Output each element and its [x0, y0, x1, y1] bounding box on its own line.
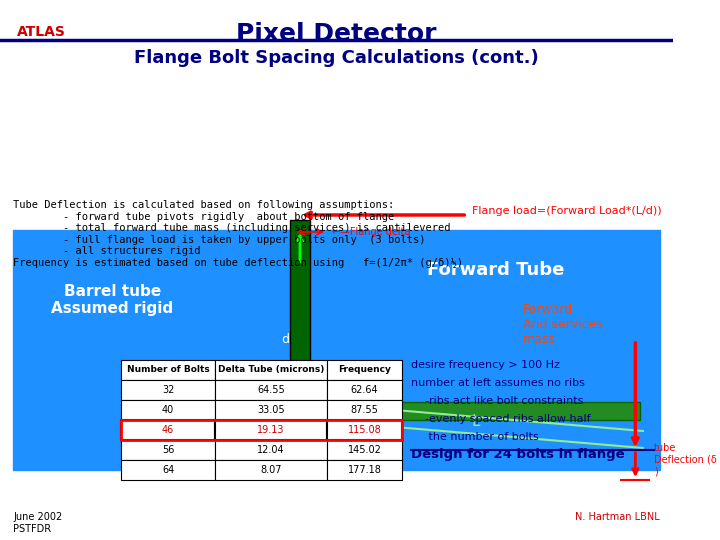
- Text: June 2002
PSTFDR: June 2002 PSTFDR: [13, 512, 63, 534]
- Text: number at left assumes no ribs: number at left assumes no ribs: [411, 378, 585, 388]
- Bar: [327, 380, 402, 400]
- Text: 115.08: 115.08: [348, 425, 382, 435]
- Bar: [122, 380, 215, 400]
- Text: Delta Tube (microns): Delta Tube (microns): [217, 366, 324, 374]
- Text: 19.13: 19.13: [257, 425, 284, 435]
- Bar: [122, 440, 215, 460]
- Text: 40: 40: [162, 405, 174, 415]
- Text: Forward Tube: Forward Tube: [426, 261, 564, 279]
- Text: tube
Deflection (δ
): tube Deflection (δ ): [654, 443, 717, 477]
- Text: 12.04: 12.04: [257, 445, 285, 455]
- Bar: [327, 400, 402, 420]
- Text: 64: 64: [162, 465, 174, 475]
- Text: -ribs act like bolt constraints: -ribs act like bolt constraints: [411, 396, 583, 406]
- Text: Pixel Detector: Pixel Detector: [236, 22, 436, 46]
- Text: ←—Flange delta: ←—Flange delta: [332, 227, 410, 237]
- Bar: [308, 402, 640, 420]
- Text: 46: 46: [162, 425, 174, 435]
- Text: Tube Deflection is calculated based on following assumptions:
        - forward : Tube Deflection is calculated based on f…: [13, 200, 463, 268]
- Text: 33.05: 33.05: [257, 405, 285, 415]
- Bar: [327, 460, 402, 480]
- Bar: [215, 360, 327, 380]
- Bar: [122, 460, 215, 480]
- Text: Number of Bolts: Number of Bolts: [127, 366, 210, 374]
- Text: Barrel tube
Assumed rigid: Barrel tube Assumed rigid: [51, 284, 174, 316]
- Text: 56: 56: [162, 445, 174, 455]
- Bar: [215, 440, 327, 460]
- Bar: [122, 420, 215, 440]
- Text: -evenly spaced ribs allow half: -evenly spaced ribs allow half: [411, 414, 590, 424]
- Text: L: L: [472, 415, 480, 429]
- Bar: [215, 460, 327, 480]
- Bar: [13, 230, 660, 470]
- Text: ATLAS: ATLAS: [17, 25, 66, 39]
- Bar: [327, 360, 402, 380]
- Text: 8.07: 8.07: [260, 465, 282, 475]
- Bar: [215, 420, 327, 440]
- Text: 145.02: 145.02: [348, 445, 382, 455]
- Text: 177.18: 177.18: [348, 465, 382, 475]
- Bar: [122, 420, 402, 440]
- Text: Flange Bolt Spacing Calculations (cont.): Flange Bolt Spacing Calculations (cont.): [134, 49, 539, 67]
- Bar: [215, 400, 327, 420]
- Text: 32: 32: [162, 385, 174, 395]
- Text: 87.55: 87.55: [351, 405, 378, 415]
- Bar: [327, 440, 402, 460]
- Bar: [122, 400, 215, 420]
- Text: Frequency: Frequency: [338, 366, 391, 374]
- Bar: [289, 220, 310, 450]
- Text: Flange load=(Forward Load*(L/d)): Flange load=(Forward Load*(L/d)): [472, 206, 662, 216]
- Text: 64.55: 64.55: [257, 385, 285, 395]
- Text: Forward
And services
mass: Forward And services mass: [523, 303, 603, 347]
- Bar: [327, 420, 402, 440]
- Text: N. Hartman LBNL: N. Hartman LBNL: [575, 512, 660, 522]
- Text: Design for 24 bolts in flange: Design for 24 bolts in flange: [411, 448, 625, 461]
- Text: 62.64: 62.64: [351, 385, 378, 395]
- Text: the number of bolts: the number of bolts: [411, 432, 539, 442]
- Text: desire frequency > 100 Hz: desire frequency > 100 Hz: [411, 360, 560, 370]
- Text: d: d: [281, 334, 289, 347]
- Bar: [122, 360, 215, 380]
- Bar: [215, 380, 327, 400]
